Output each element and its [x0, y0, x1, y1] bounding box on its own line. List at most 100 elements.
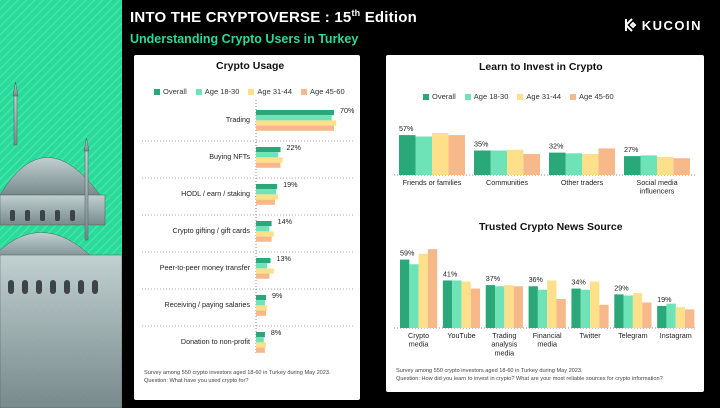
- category-label: Crypto gifting / gift cards: [173, 226, 251, 235]
- learn-bar-age-18-30: [415, 136, 432, 175]
- news-bar-age-31-44: [675, 307, 686, 328]
- hero-image: [0, 0, 122, 408]
- news-bar-overall: [614, 294, 624, 328]
- learn-bar-overall: [624, 156, 641, 175]
- legend-right: Overall Age 18-30 Age 31-44 Age 45-60: [423, 92, 614, 101]
- mosque-illustration: [0, 0, 122, 408]
- bar-overall: [256, 295, 267, 301]
- learn-category-label: Friends or families: [403, 178, 462, 187]
- bar-age-45-60: [256, 199, 275, 205]
- bar-age-31-44: [256, 268, 274, 274]
- value-label: 19%: [283, 180, 298, 189]
- learn-bar-age-45-60: [598, 148, 615, 175]
- learn-value-label: 27%: [624, 145, 639, 154]
- news-value-label: 29%: [614, 283, 629, 292]
- news-bar-age-45-60: [427, 249, 438, 328]
- bar-age-31-44: [256, 157, 283, 163]
- legend-age-18-30: Age 18-30: [464, 92, 508, 101]
- learn-bar-age-31-44: [432, 133, 449, 175]
- learn-value-label: 32%: [549, 142, 564, 151]
- news-bar-overall: [485, 285, 496, 328]
- legend-age-45-60: Age 45-60: [570, 92, 614, 101]
- bar-overall: [256, 332, 265, 338]
- news-value-label: 19%: [657, 295, 672, 304]
- news-value-label: 36%: [529, 275, 544, 284]
- news-bar-age-45-60: [599, 304, 609, 328]
- learn-category-label: Other traders: [561, 178, 604, 187]
- news-category-label: Crypto media: [408, 331, 429, 349]
- bar-overall: [256, 147, 281, 153]
- bar-age-18-30: [256, 300, 265, 306]
- learn-category-label: Social media influencers: [636, 178, 677, 196]
- bar-overall: [256, 221, 272, 227]
- news-bar-overall: [657, 305, 667, 328]
- category-label: Receiving / paying salaries: [165, 300, 251, 309]
- right-survey-note: Survey among 550 crypto investors aged 1…: [396, 368, 663, 382]
- bar-age-18-30: [256, 263, 268, 269]
- news-category-label: Trading analysis media: [491, 331, 517, 357]
- crypto-usage-panel: Crypto Usage Overall Age 18-30 Age 31-44…: [134, 55, 360, 400]
- learn-bar-age-31-44: [582, 154, 599, 175]
- category-label: Buying NFTs: [209, 152, 250, 161]
- news-category-label: Instagram: [660, 331, 692, 340]
- news-value-label: 37%: [486, 274, 501, 283]
- learn-bar-age-31-44: [657, 156, 674, 175]
- learn-news-chart: 57% Friends or families 35% Communities 32% O…: [394, 124, 696, 357]
- learn-bar-age-45-60: [523, 154, 540, 175]
- bar-overall: [256, 184, 278, 190]
- news-bar-overall: [528, 286, 538, 328]
- learn-news-panel: Learn to Invest in Crypto Overall Age 18…: [386, 55, 704, 392]
- learn-bar-age-18-30: [565, 153, 582, 175]
- crypto-usage-title: Crypto Usage: [216, 60, 285, 72]
- value-label: 22%: [287, 143, 302, 152]
- news-value-label: 41%: [443, 269, 458, 278]
- news-bar-age-45-60: [556, 299, 566, 328]
- learn-bar-age-18-30: [640, 155, 657, 175]
- news-bar-age-18-30: [537, 289, 548, 328]
- news-value-label: 59%: [400, 249, 415, 258]
- bar-age-31-44: [256, 194, 279, 200]
- bar-age-18-30: [256, 337, 264, 343]
- learn-value-label: 35%: [474, 140, 489, 149]
- news-bar-age-18-30: [452, 280, 462, 328]
- crypto-usage-chart: Trading 70% Buying NFTs 22% HODL / earn / st…: [142, 100, 355, 355]
- value-label: 70%: [340, 106, 355, 115]
- learn-bar-overall: [549, 152, 566, 175]
- news-bar-age-31-44: [590, 281, 600, 328]
- bar-age-45-60: [256, 310, 267, 316]
- bar-age-45-60: [256, 273, 270, 279]
- news-bar-age-45-60: [513, 286, 523, 328]
- learn-bar-overall: [399, 135, 416, 175]
- bar-age-31-44: [256, 305, 268, 311]
- legend-overall: Overall: [154, 87, 187, 96]
- news-bar-age-31-44: [504, 285, 514, 328]
- news-title: Trusted Crypto News Source: [479, 221, 623, 233]
- learn-bar-age-31-44: [507, 149, 524, 175]
- news-bar-age-45-60: [642, 302, 652, 328]
- bar-age-31-44: [256, 120, 337, 126]
- category-label: Trading: [226, 115, 250, 124]
- legend: Overall Age 18-30 Age 31-44 Age 45-60: [154, 87, 345, 96]
- news-category-label: Financial media: [533, 331, 562, 349]
- bar-age-45-60: [256, 162, 281, 168]
- learn-value-label: 57%: [399, 124, 414, 133]
- bar-age-18-30: [256, 189, 277, 195]
- bar-overall: [256, 110, 334, 116]
- news-bar-age-18-30: [623, 295, 633, 328]
- value-label: 9%: [272, 291, 283, 300]
- learn-bar-age-45-60: [673, 158, 690, 175]
- news-bar-overall: [571, 288, 581, 328]
- bar-age-31-44: [256, 231, 274, 237]
- news-bar-age-31-44: [632, 293, 643, 328]
- page-title: INTO THE CRYPTOVERSE : 15th Edition: [130, 8, 417, 26]
- bar-overall: [256, 258, 271, 264]
- news-bar-age-18-30: [580, 289, 591, 328]
- news-bar-age-31-44: [418, 253, 428, 328]
- kucoin-logo-icon: [624, 18, 637, 32]
- news-bar-age-18-30: [666, 303, 676, 328]
- news-category-label: Twitter: [579, 331, 601, 340]
- legend-age-18-30: Age 18-30: [195, 87, 239, 96]
- bar-age-45-60: [256, 125, 334, 131]
- learn-bar-overall: [474, 150, 491, 175]
- bar-age-45-60: [256, 347, 265, 353]
